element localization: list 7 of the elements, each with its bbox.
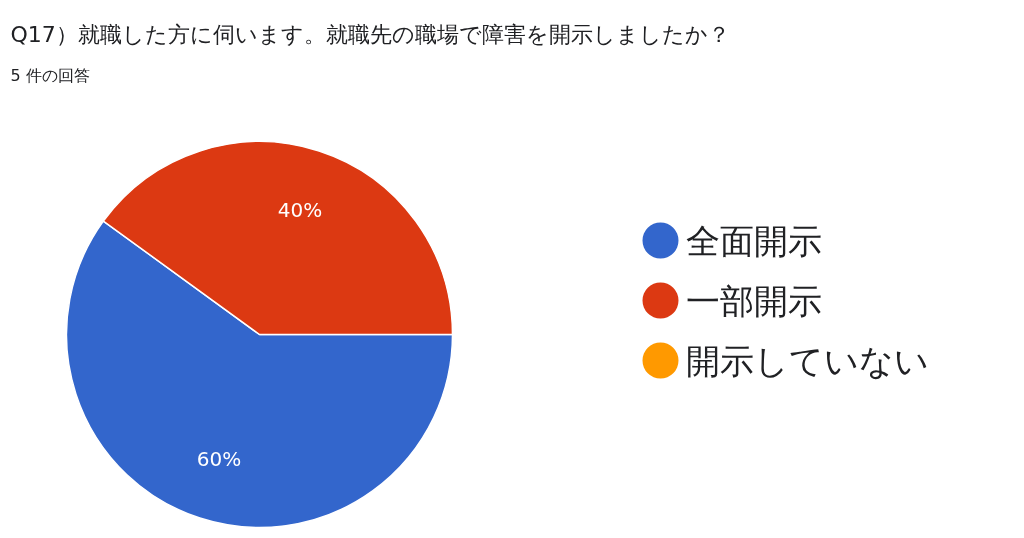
data-label: 60% bbox=[196, 447, 242, 472]
legend-label: 開示していない bbox=[685, 340, 929, 381]
legend-label: 一部開示 bbox=[685, 280, 822, 321]
chart-title: Q17）就職した方に伺います。就職先の職場で障害を開示しましたか？ bbox=[10, 22, 730, 47]
legend-label: 全面開示 bbox=[685, 220, 822, 261]
chart-subtitle: 5 件の回答 bbox=[10, 66, 90, 85]
data-label: 40% bbox=[277, 197, 323, 222]
